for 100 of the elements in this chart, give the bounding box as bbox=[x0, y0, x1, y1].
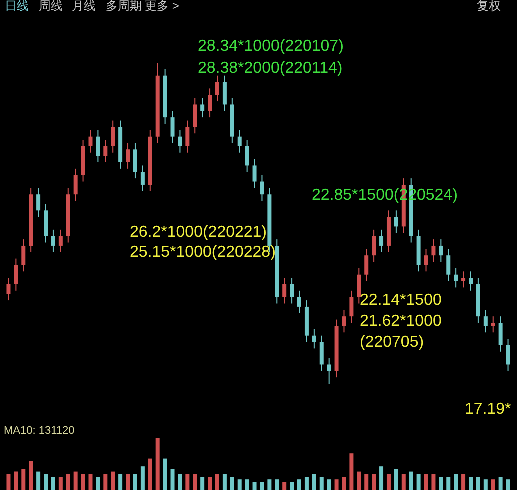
candlestick bbox=[14, 258, 18, 292]
bar bbox=[6, 474, 11, 490]
candlestick bbox=[446, 248, 451, 282]
candlestick bbox=[245, 140, 250, 173]
candlestick bbox=[193, 98, 198, 134]
bar bbox=[111, 472, 116, 490]
candlestick bbox=[432, 239, 436, 263]
bar bbox=[342, 477, 346, 490]
candlestick bbox=[186, 120, 190, 154]
bar bbox=[462, 474, 466, 490]
bar bbox=[163, 458, 168, 490]
bar bbox=[66, 474, 70, 490]
candlestick bbox=[222, 75, 227, 112]
bar bbox=[74, 472, 78, 490]
bar bbox=[230, 477, 234, 490]
bar bbox=[88, 474, 93, 490]
bar bbox=[432, 474, 436, 490]
candlestick bbox=[252, 158, 257, 189]
bar bbox=[454, 474, 458, 490]
candlestick bbox=[126, 142, 130, 170]
candlestick bbox=[238, 130, 242, 154]
bar bbox=[14, 472, 18, 490]
bar bbox=[126, 474, 130, 490]
bar bbox=[51, 477, 56, 490]
bar bbox=[416, 474, 421, 490]
candlestick bbox=[372, 229, 376, 263]
candlestick bbox=[88, 130, 93, 154]
bar bbox=[409, 472, 414, 490]
text: 17.19* bbox=[465, 401, 512, 418]
text: 周线 bbox=[39, 0, 63, 13]
bar bbox=[476, 477, 480, 490]
candlestick bbox=[6, 278, 11, 302]
candlestick bbox=[96, 130, 100, 164]
candlestick bbox=[498, 316, 503, 352]
candlestick bbox=[290, 278, 294, 304]
bar bbox=[320, 477, 324, 490]
bar bbox=[357, 472, 362, 490]
bar bbox=[245, 480, 250, 490]
candlestick bbox=[111, 120, 116, 154]
candlestick bbox=[468, 271, 473, 292]
bar bbox=[208, 477, 212, 490]
candlestick bbox=[200, 98, 205, 118]
bar bbox=[327, 480, 332, 490]
bar bbox=[118, 474, 123, 490]
candlestick bbox=[424, 248, 428, 272]
candlestick bbox=[350, 290, 354, 324]
chart-title: MA10: 131120 bbox=[4, 425, 75, 437]
bar bbox=[491, 480, 496, 490]
candlestick bbox=[312, 328, 316, 350]
candlestick bbox=[298, 290, 302, 314]
bar bbox=[215, 474, 220, 490]
bar bbox=[170, 469, 175, 490]
candlestick bbox=[394, 210, 398, 234]
bar bbox=[148, 458, 152, 490]
bar bbox=[304, 477, 309, 490]
bar bbox=[200, 477, 205, 490]
bar bbox=[386, 474, 391, 490]
candlestick bbox=[380, 229, 384, 253]
bar bbox=[96, 477, 100, 490]
candlestick bbox=[320, 335, 324, 372]
bar bbox=[402, 474, 406, 490]
bar bbox=[178, 474, 182, 490]
annotation: 22.14*1500 bbox=[360, 292, 442, 309]
candlestick bbox=[462, 271, 466, 288]
bar bbox=[439, 477, 444, 490]
candlestick bbox=[170, 110, 175, 144]
bar bbox=[22, 469, 26, 490]
bar bbox=[186, 474, 190, 490]
text: 更多 > bbox=[145, 0, 180, 13]
candlestick bbox=[454, 268, 458, 288]
annotation: 26.2*1000(220221) bbox=[130, 224, 268, 241]
text: 多周期 bbox=[106, 0, 142, 13]
bar bbox=[44, 474, 48, 490]
bar bbox=[298, 480, 302, 490]
candlestick bbox=[484, 310, 488, 334]
candlestick bbox=[51, 229, 56, 253]
bar bbox=[380, 466, 384, 490]
bar bbox=[394, 469, 398, 490]
bar bbox=[238, 480, 242, 490]
candlestick bbox=[342, 310, 346, 334]
candlestick bbox=[364, 248, 369, 282]
bar bbox=[81, 474, 86, 490]
text: 日线 bbox=[5, 0, 29, 13]
candlestick bbox=[215, 75, 220, 102]
annotation: 25.15*1000(220228) bbox=[130, 244, 276, 261]
candlestick bbox=[104, 140, 108, 164]
candlestick bbox=[208, 88, 212, 118]
bar bbox=[350, 454, 354, 490]
candlestick bbox=[491, 316, 496, 334]
candlestick bbox=[36, 188, 41, 218]
annotation: 28.38*2000(220114) bbox=[198, 60, 343, 77]
candlestick bbox=[439, 239, 444, 263]
candlestick bbox=[178, 130, 182, 154]
candlestick bbox=[282, 278, 287, 304]
bar bbox=[58, 477, 63, 490]
bar bbox=[36, 472, 41, 490]
candlestick bbox=[22, 239, 26, 272]
candlestick bbox=[58, 229, 63, 253]
bar bbox=[156, 438, 160, 490]
text: 复权 bbox=[477, 0, 501, 13]
